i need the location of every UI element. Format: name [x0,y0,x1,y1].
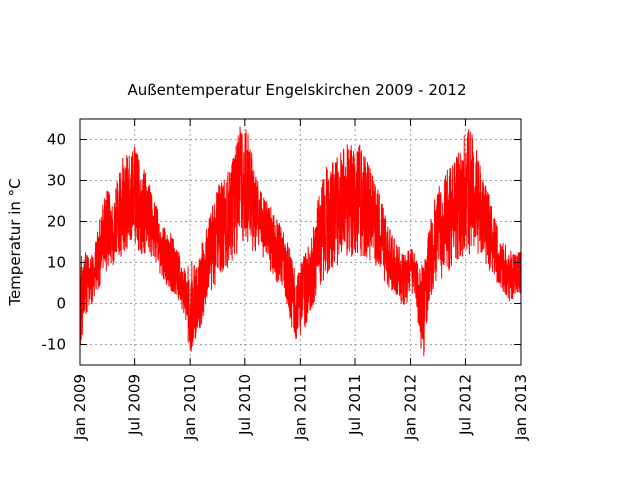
series-line-0 [79,126,522,357]
y-tick-label: 20 [47,213,66,231]
chart-title: Außentemperatur Engelskirchen 2009 - 201… [127,81,466,99]
x-tick-label: Jan 2012 [402,374,420,441]
x-tick-label: Jan 2013 [512,374,530,441]
axis-ticks [79,119,522,365]
x-tick-label: Jul 2011 [346,374,364,436]
x-tick-label: Jul 2009 [126,374,144,436]
y-tick-label: 10 [47,254,66,272]
x-tick-label: Jul 2012 [456,374,474,436]
y-tick-label: 30 [47,172,66,190]
x-tick-label: Jan 2010 [181,374,199,441]
y-tick-label: 0 [56,295,66,313]
x-tick-labels: Jan 2009 Jul 2009 Jan 2010 Jul 2010 Jan 2011… [71,374,530,441]
y-axis-label: Temperatur in °C [6,178,24,306]
series-area [79,126,522,357]
x-tick-label: Jul 2010 [236,374,254,436]
x-tick-label: Jan 2011 [291,374,309,441]
y-tick-label: -10 [42,336,67,354]
x-tick-label: Jan 2009 [71,374,89,441]
y-tick-labels: -10 0 10 20 30 40 [42,131,67,354]
y-tick-label: 40 [47,131,66,149]
